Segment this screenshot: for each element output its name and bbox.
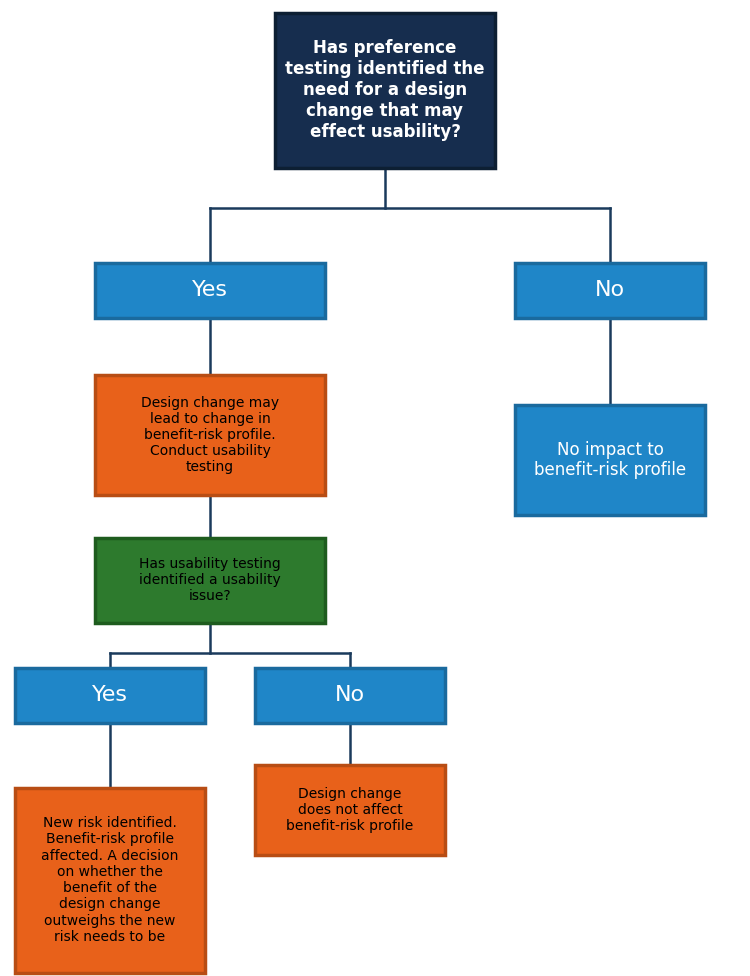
FancyBboxPatch shape — [95, 538, 325, 623]
Text: Has usability testing
identified a usability
issue?: Has usability testing identified a usabi… — [140, 556, 280, 603]
Text: New risk identified.
Benefit-risk profile
affected. A decision
on whether the
be: New risk identified. Benefit-risk profil… — [41, 816, 178, 944]
Text: No: No — [595, 280, 625, 300]
FancyBboxPatch shape — [95, 263, 325, 317]
Text: No impact to
benefit-risk profile: No impact to benefit-risk profile — [534, 440, 686, 479]
Text: Yes: Yes — [192, 280, 228, 300]
FancyBboxPatch shape — [15, 668, 205, 722]
FancyBboxPatch shape — [515, 405, 705, 515]
FancyBboxPatch shape — [255, 668, 445, 722]
FancyBboxPatch shape — [515, 263, 705, 317]
Text: Yes: Yes — [92, 685, 128, 705]
Text: Design change
does not affect
benefit-risk profile: Design change does not affect benefit-ri… — [286, 787, 414, 834]
FancyBboxPatch shape — [255, 765, 445, 855]
FancyBboxPatch shape — [95, 375, 325, 495]
FancyBboxPatch shape — [275, 13, 495, 168]
FancyBboxPatch shape — [15, 788, 205, 972]
Text: Design change may
lead to change in
benefit-risk profile.
Conduct usability
test: Design change may lead to change in bene… — [141, 395, 279, 474]
Text: Has preference
testing identified the
need for a design
change that may
effect u: Has preference testing identified the ne… — [285, 39, 484, 141]
Text: No: No — [335, 685, 365, 705]
